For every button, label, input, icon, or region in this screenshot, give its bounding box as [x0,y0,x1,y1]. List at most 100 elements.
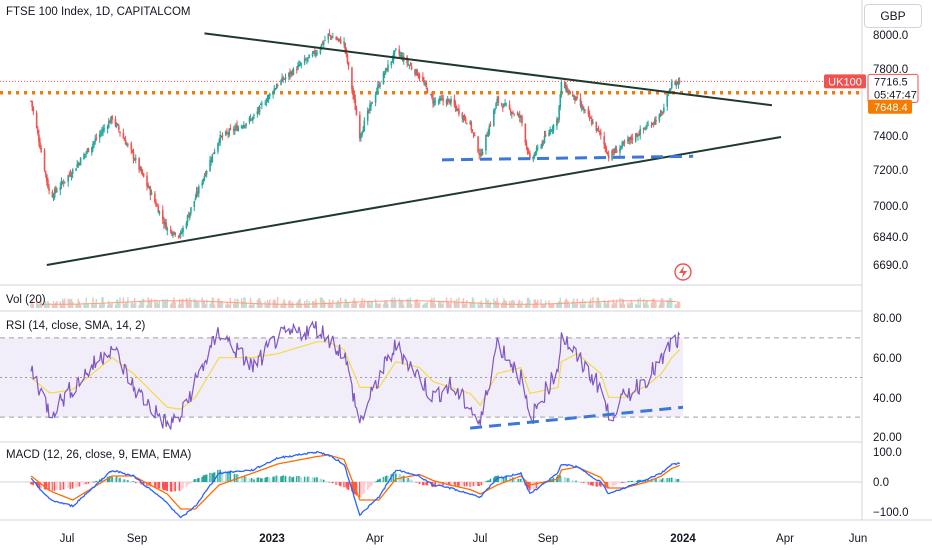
candle-body [445,100,448,104]
macd-histogram-bar [579,481,582,483]
grid-layer [0,0,932,521]
rsi-support-dashed-line[interactable] [470,405,684,430]
candle-body [379,84,381,87]
macd-histogram-bar [563,477,566,482]
macd-histogram-bar [559,475,562,482]
candle-body [140,167,143,173]
currency-selector[interactable]: GBP [864,4,922,28]
macd-histogram-bar [645,479,647,482]
macd-histogram-bar [69,482,72,490]
macd-histogram-bar [426,482,429,486]
macd-histogram-bar [311,477,314,482]
macd-indicator-label[interactable]: MACD (12, 26, close, 9, EMA, EMA) [6,449,192,461]
support-dashed-line[interactable] [442,154,694,162]
volume-bar [352,300,354,308]
candle-body [481,151,484,155]
candle-body [643,128,646,130]
upper-trendline[interactable] [204,32,773,107]
rsi-axis-label: 40.00 [873,393,902,405]
rsi-pane[interactable] [0,320,862,430]
volume-bar [201,297,203,308]
macd-histogram-bar [345,482,348,488]
candle-body [205,171,208,175]
candle-body [103,128,106,130]
candle-body [244,125,246,127]
macd-pane[interactable] [0,450,862,519]
macd-histogram-bar [209,472,211,482]
candle-body [100,132,102,134]
candle-body [559,94,562,108]
volume-indicator-label[interactable]: Vol (20) [6,294,46,306]
candle-body [426,88,429,94]
candle-body [115,123,118,127]
candle-body [329,35,332,37]
macd-histogram-bar [284,475,287,482]
candle-body [454,103,457,108]
candle-body [78,163,81,165]
macd-histogram-bar [101,478,103,482]
time-axis-label: Sep [538,533,558,545]
volume-bar [276,297,279,308]
volume-bar [564,300,566,308]
volume-bar [85,297,87,308]
macd-histogram-bar [252,479,254,482]
time-axis-label: Jun [849,533,868,545]
macd-histogram-bar [516,479,519,482]
candle-body [53,188,56,198]
volume-bar [93,304,95,308]
volume-bar [305,304,307,308]
volume-bar [55,302,57,308]
volume-bar [171,302,173,308]
candle-body [185,223,188,229]
volume-bar [126,301,128,308]
volume-bar [662,298,664,308]
candle-body [330,36,333,39]
volume-bar [637,298,639,308]
candle-body [354,99,357,111]
macd-histogram-bar [615,482,618,485]
volume-bar [38,303,40,308]
volume-pane[interactable] [30,297,681,308]
volume-bar [157,303,159,308]
candle-body [61,182,64,184]
candle-body [75,168,77,171]
macd-histogram-bar [587,482,590,485]
macd-histogram-bar [193,479,196,482]
candle-body [663,107,665,113]
volume-bar [445,297,448,308]
candle-body [629,137,631,141]
volume-bar [607,300,610,308]
volume-bar [189,297,191,308]
candle-body [297,65,299,70]
volume-bar [486,300,488,308]
rsi-ma-line [30,341,681,410]
volume-bar [644,303,646,308]
volume-bar [311,301,314,308]
volume-bar [94,303,96,308]
alert-icon[interactable] [674,263,692,281]
candle-body [30,100,32,102]
macd-histogram-bar [198,477,200,482]
volume-bar [292,303,295,308]
macd-histogram-bar [407,478,410,482]
macd-histogram-bar [258,478,261,482]
volume-bar [109,303,111,308]
macd-histogram-bar [418,482,421,485]
volume-bar [600,303,602,308]
macd-histogram-bar [658,478,661,482]
macd-histogram-bar [595,482,598,487]
volume-bar [595,302,597,308]
candle-body [204,174,207,176]
volume-bar [86,303,89,308]
lower-trendline[interactable] [46,136,782,266]
candle-body [565,85,567,90]
candle-body [336,39,339,41]
macd-histogram-bar [165,482,167,491]
rsi-indicator-label[interactable]: RSI (14, close, SMA, 14, 2) [6,320,146,332]
price-pane[interactable] [0,28,862,281]
volume-bar [48,302,50,308]
candle-body [67,175,69,182]
macd-histogram-bar [533,482,536,488]
volume-bar [603,299,605,308]
macd-histogram-bar [603,482,605,487]
